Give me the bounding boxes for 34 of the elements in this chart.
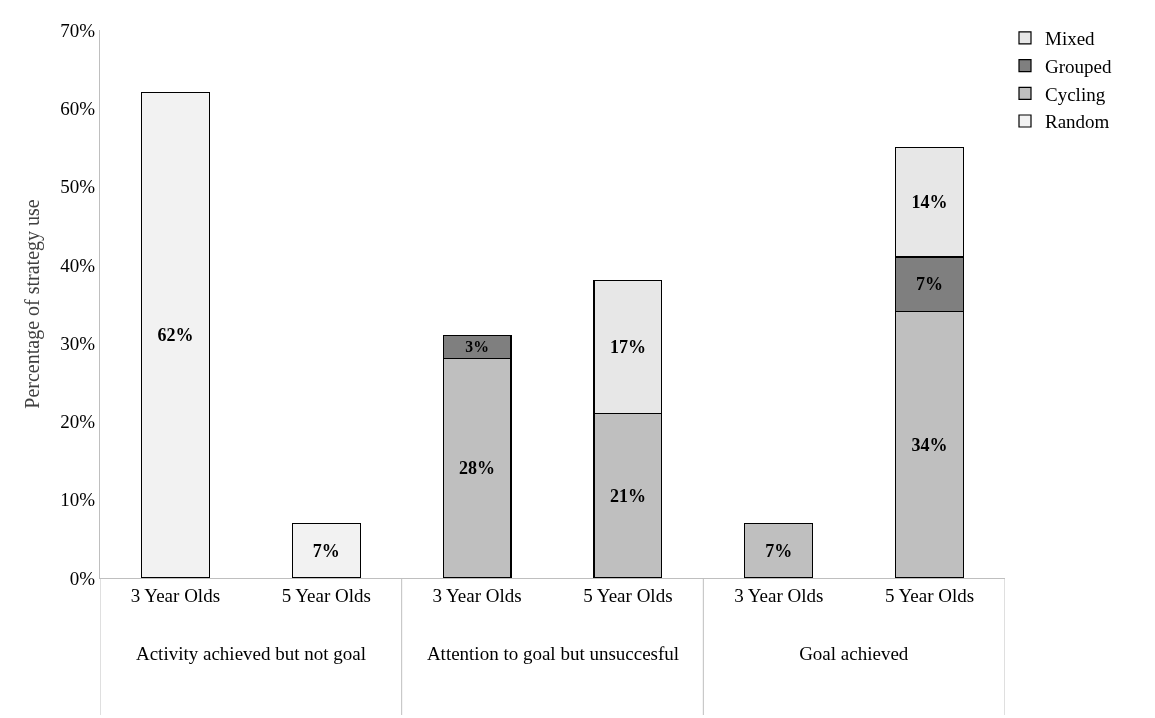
x-tick-label: 5 Year Olds [884,584,975,606]
legend-label: Cycling [1045,83,1106,105]
y-tick-label: 50% [60,176,96,198]
legend-label: Random [1045,111,1110,133]
bar [291,522,361,578]
y-tick-label: 10% [60,489,96,511]
data-label: 34% [911,434,948,455]
y-axis-title: Percentage of strategy use [20,199,44,409]
data-label: 3% [465,338,489,356]
y-tick-label: 40% [60,254,96,276]
data-label: 7% [765,540,793,561]
data-label: 14% [911,192,948,213]
text: Attention to goal but unsuccesful [426,643,680,664]
y-tick-label: 30% [60,332,96,354]
data-label: 28% [459,458,496,479]
x-tick-label: 3 Year Olds [432,584,522,606]
x-tick-label: 3 Year Olds [734,584,824,606]
data-label: 7% [916,274,944,295]
legend-label: Mixed [1045,28,1096,50]
y-tick-label: 20% [60,411,96,433]
data-label: 21% [609,485,646,506]
y-tick-label: 0% [69,567,96,589]
text: Goal achieved [799,643,909,664]
data-label: 62% [157,325,194,346]
y-tick-label: 70% [60,19,96,41]
data-label: 17% [609,337,646,358]
x-tick-label: 5 Year Olds [583,584,673,606]
text: Activity achieved but not goal [135,643,367,664]
data-label: 7% [312,540,340,561]
y-tick-label: 60% [60,97,96,119]
legend-label: Grouped [1045,56,1112,77]
x-tick-label: 3 Year Olds [130,584,221,606]
bar [140,92,210,578]
x-tick-label: 5 Year Olds [281,584,371,606]
